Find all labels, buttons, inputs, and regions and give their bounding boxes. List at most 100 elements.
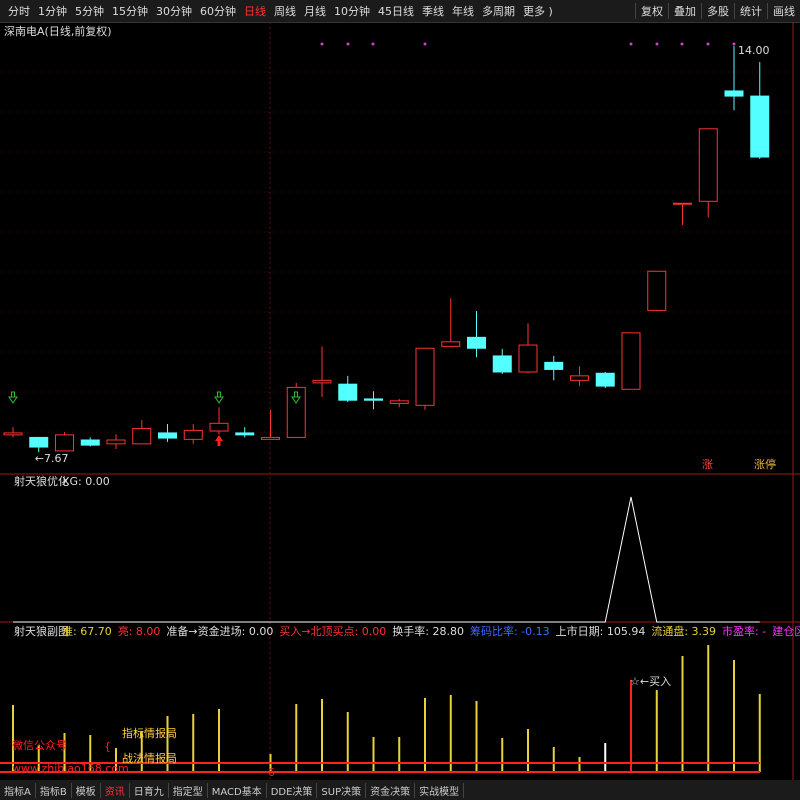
candle-body [570, 375, 589, 381]
candle-body [647, 270, 667, 311]
period-tab[interactable]: 1分钟 [38, 5, 67, 18]
signal-dot [655, 42, 659, 46]
signal-dot [732, 42, 736, 46]
signal-dot [629, 42, 633, 46]
high-label: 14.00 [738, 44, 770, 57]
candle-body [55, 434, 74, 452]
marker: 6 [268, 766, 275, 779]
tool-button[interactable]: 画线 [767, 3, 800, 19]
header-item: 上市日期: 105.94 [556, 624, 646, 638]
candle-body [209, 422, 229, 432]
period-tab[interactable]: 日线 [244, 5, 266, 18]
header-item: 建仓区: 0.00 [772, 624, 800, 638]
period-tab[interactable]: 更多 ) [523, 5, 553, 18]
down-arrow [291, 391, 301, 404]
toolbar: 分时 1分钟 5分钟 15分钟 30分钟 60分钟 日线 周线 月线 10分钟 45日线 季线 年线 多周… [0, 0, 800, 23]
down-arrow [8, 391, 18, 404]
header-item: 准备→资金进场: 0.00 [166, 624, 273, 638]
bottom-tab[interactable]: 资讯 [101, 782, 130, 798]
bottom-tab[interactable]: DDE决策 [267, 782, 318, 798]
bottom-tab[interactable]: 指标A [0, 782, 36, 798]
low-label: ←7.67 [35, 452, 69, 465]
bottom-tab[interactable]: 指定型 [169, 782, 208, 798]
signal-dot [371, 42, 375, 46]
header-item: 准: 67.70 [62, 625, 112, 638]
buy-label: ☆←买入 [630, 675, 671, 688]
candle-body [3, 432, 23, 436]
signal-dot [346, 42, 350, 46]
candle-body [724, 90, 744, 97]
watermark: 指标情报局 [122, 726, 177, 740]
brace: { [104, 740, 111, 753]
signal-dot [423, 42, 427, 46]
panel-value: XG: 0.00 [62, 475, 110, 488]
panel-title: 射天狼副图 [14, 624, 69, 638]
tool-button[interactable]: 复权 [635, 3, 668, 19]
tag: 涨 [702, 458, 713, 471]
tool-button[interactable]: 统计 [734, 3, 767, 19]
candle-body [673, 202, 692, 205]
candle-body [415, 347, 435, 406]
candle-body [621, 332, 641, 390]
header-item: 换手率: 28.80 [392, 624, 464, 638]
candle-body [698, 128, 718, 202]
signal-dot [320, 42, 324, 46]
period-tab[interactable]: 60分钟 [200, 5, 236, 18]
period-tab[interactable]: 分时 [8, 5, 30, 18]
period-tab[interactable]: 季线 [422, 5, 444, 18]
tool-button[interactable]: 叠加 [668, 3, 701, 19]
xg-line [13, 496, 760, 623]
candle-body [364, 398, 383, 401]
bottom-tab[interactable]: MACD基本 [208, 782, 267, 798]
candle-body [106, 439, 126, 445]
signal-dot [680, 42, 684, 46]
header-item: 筹码比率: -0.13 [470, 624, 550, 638]
bottom-tab[interactable]: 资金决策 [366, 782, 416, 798]
header-item: 买入→北顶买点: 0.00 [279, 625, 386, 638]
panel-title: 射天狼优化 [14, 474, 69, 488]
period-tab[interactable]: 30分钟 [156, 5, 192, 18]
period-tab[interactable]: 45日线 [378, 5, 414, 18]
down-arrow [214, 391, 224, 404]
candle-body [595, 372, 615, 387]
header-item: 市盈率: - [722, 624, 766, 638]
bottom-tab[interactable]: 指标B [36, 782, 72, 798]
candle-body [132, 427, 152, 445]
candle-body [312, 379, 332, 384]
signal-dot [706, 42, 710, 46]
candle-body [235, 432, 255, 436]
candle-body [29, 436, 49, 448]
candle-body [80, 439, 100, 446]
candle-body [286, 386, 306, 438]
period-tab[interactable]: 5分钟 [75, 5, 104, 18]
period-tab[interactable]: 周线 [274, 5, 296, 18]
candle-body [261, 436, 280, 440]
candle-body [544, 361, 564, 370]
tabs: 指标A 指标B 模板 资讯 日育九 指定型 MACD基本 DDE决策 SUP决策 资金决策 实战模型 [0, 780, 800, 800]
period-tab[interactable]: 15分钟 [112, 5, 148, 18]
candle-body [441, 341, 461, 347]
candle-body [492, 355, 512, 373]
period-tab[interactable]: 多周期 [482, 5, 515, 18]
period-tab[interactable]: 10分钟 [334, 5, 370, 18]
bottom-tab[interactable]: 实战模型 [415, 782, 465, 798]
candle-body [158, 432, 177, 439]
period-tab[interactable]: 月线 [304, 5, 326, 18]
tool-button[interactable]: 多股 [701, 3, 734, 19]
candle-body [338, 383, 358, 401]
candle-body [467, 336, 486, 349]
bottom-tab[interactable]: SUP决策 [317, 782, 367, 798]
candle-body [389, 400, 409, 404]
header-item: 亮: 8.00 [118, 624, 161, 638]
up-arrow [215, 435, 223, 446]
bottom-tab[interactable]: 模板 [72, 782, 101, 798]
tools: 复权 叠加 多股 统计 画线 [635, 3, 800, 19]
period-tab[interactable]: 年线 [452, 5, 474, 18]
chart-title: 深南电A(日线,前复权) [4, 24, 112, 38]
watermark: 微信公众号 [12, 738, 67, 752]
bottom-tab[interactable]: 日育九 [130, 782, 169, 798]
watermark: 战法情报局 [122, 751, 177, 765]
tag: 涨停 [754, 457, 776, 471]
